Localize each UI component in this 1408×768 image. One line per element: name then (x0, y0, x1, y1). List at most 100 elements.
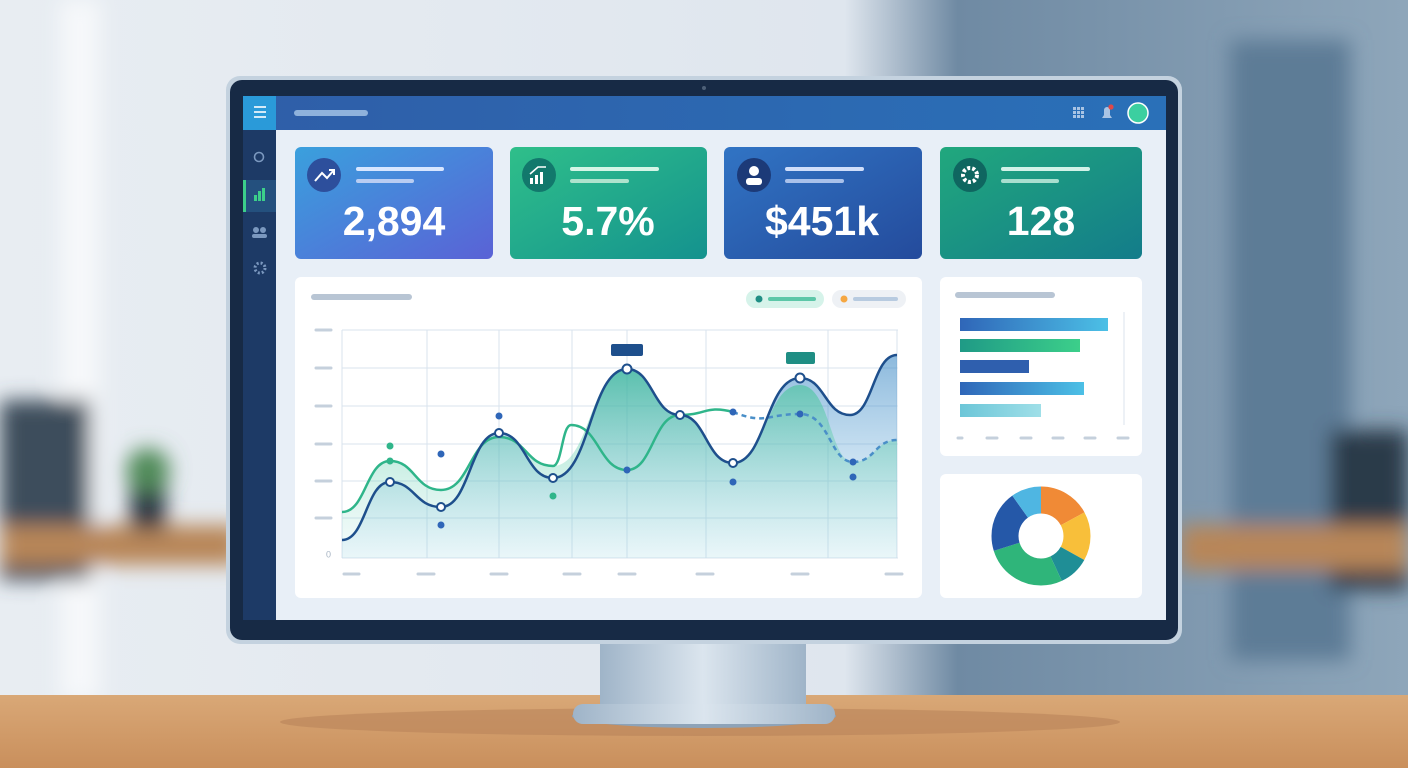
bar-chart-card (940, 277, 1142, 456)
decoration (1077, 111, 1080, 114)
decoration (0, 0, 1408, 700)
decoration (849, 473, 857, 481)
decoration (342, 369, 897, 558)
kpi-card: 2,894 (295, 147, 493, 259)
decoration (960, 382, 1084, 395)
decoration (960, 360, 1029, 373)
decoration (295, 147, 493, 259)
decoration (1081, 111, 1084, 114)
decoration (254, 188, 265, 201)
line-chart-card: 0 (295, 277, 922, 598)
decoration (675, 410, 685, 420)
decoration (794, 372, 806, 384)
decoration (940, 474, 1142, 598)
menu-button[interactable] (243, 96, 276, 130)
points (385, 363, 806, 512)
decoration (1073, 111, 1076, 114)
decoration (1081, 115, 1084, 118)
apps-icon[interactable] (1073, 107, 1084, 118)
decoration (729, 408, 737, 416)
tooltip (786, 352, 815, 364)
decoration (755, 295, 763, 303)
decoration (729, 478, 737, 486)
decoration (953, 158, 987, 192)
decoration (991, 486, 1091, 586)
decoration (254, 106, 266, 118)
search-icon[interactable] (253, 151, 265, 163)
decoration (991, 486, 1091, 586)
decoration (522, 158, 556, 192)
donut-chart-card (940, 474, 1142, 598)
decoration (530, 178, 533, 184)
decoration (623, 466, 631, 474)
kpi-value: $451k (765, 198, 879, 244)
kpi-value: 5.7% (561, 198, 654, 244)
tooltip (611, 344, 643, 356)
kpi-value: 2,894 (343, 198, 446, 244)
decoration (243, 180, 246, 212)
kpi-card: 128 (940, 147, 1142, 259)
decoration (495, 412, 503, 420)
decoration (796, 410, 804, 418)
decoration (437, 521, 445, 529)
decoration (530, 172, 543, 184)
users-nav[interactable] (252, 227, 267, 238)
decoration (840, 295, 848, 303)
decoration (991, 486, 1091, 586)
decoration (1073, 115, 1076, 118)
decoration (600, 636, 806, 706)
decoration (260, 227, 266, 233)
decoration (1077, 107, 1080, 110)
decoration (1073, 107, 1076, 110)
decoration (724, 147, 922, 259)
decoration (540, 172, 543, 184)
decoration (386, 457, 394, 465)
settings-nav[interactable] (253, 261, 267, 275)
decoration (702, 86, 706, 90)
decoration (728, 458, 738, 468)
decoration (262, 188, 265, 201)
decoration (960, 404, 1041, 417)
decoration (749, 166, 759, 176)
decoration (1081, 107, 1084, 110)
avatar[interactable] (1127, 102, 1149, 124)
kpi-card: $451k (724, 147, 922, 259)
decoration (1108, 104, 1114, 110)
series-line (341, 408, 734, 514)
decoration (1077, 115, 1080, 118)
decoration (386, 442, 557, 500)
decoration (746, 178, 762, 185)
decoration (510, 147, 707, 259)
decoration (940, 147, 1142, 259)
decoration (437, 450, 445, 458)
decoration (494, 428, 504, 438)
decoration (314, 169, 335, 182)
decoration (535, 175, 538, 184)
decoration (252, 234, 267, 238)
decoration (436, 502, 446, 512)
decoration (1180, 525, 1408, 570)
decoration (548, 473, 558, 483)
decoration (960, 339, 1080, 352)
top-bar (243, 96, 1166, 130)
decoration (529, 166, 546, 175)
decoration (60, 0, 100, 700)
decoration (621, 363, 633, 375)
decoration (991, 486, 1091, 586)
decoration (253, 227, 259, 233)
decoration (960, 318, 1108, 331)
decoration (437, 408, 857, 529)
decoration (254, 195, 257, 201)
kpi-value: 128 (1007, 198, 1075, 244)
notifications-icon[interactable] (1102, 107, 1112, 118)
kpi-card: 5.7% (510, 147, 707, 259)
decoration (386, 442, 394, 450)
decoration (258, 191, 261, 201)
screen: 2,894 5.7% $451k 128 (243, 96, 1166, 620)
decoration (385, 477, 395, 487)
y-axis-label: 0 (326, 549, 331, 559)
decoration (314, 328, 904, 576)
decoration (549, 492, 557, 500)
decoration (573, 704, 835, 724)
